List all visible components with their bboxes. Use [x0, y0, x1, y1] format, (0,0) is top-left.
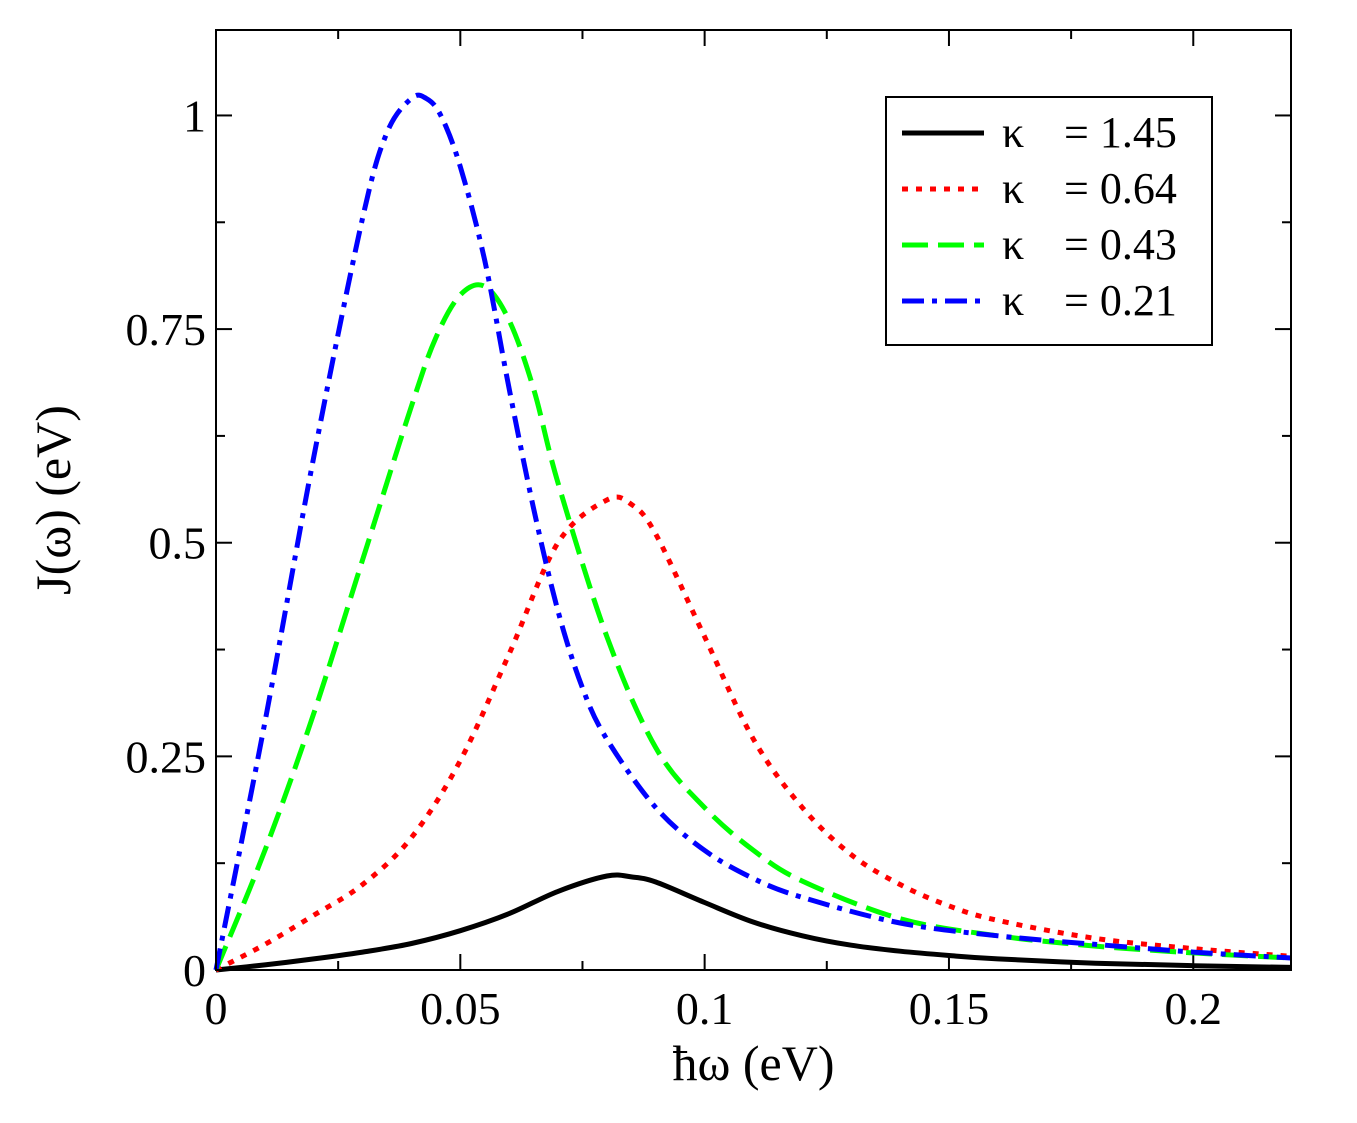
series-line-4	[213, 92, 1292, 971]
series-line-2	[214, 494, 1292, 973]
x-tick-label: 0.15	[909, 983, 990, 1034]
x-axis-title: ħω (eV)	[672, 1035, 834, 1091]
y-tick-label: 0	[183, 945, 206, 996]
x-tick-label: 0.05	[420, 983, 501, 1034]
x-tick-label: 0.1	[676, 983, 734, 1034]
plot-frame	[215, 29, 1292, 971]
legend-label-3: = 0.43	[1064, 220, 1177, 269]
series-line-3	[213, 282, 1292, 971]
legend-label-2: = 0.64	[1064, 164, 1177, 213]
legend-symbol-3: κ	[1002, 220, 1024, 269]
legend-label-1: = 1.45	[1064, 108, 1177, 157]
x-tick-label: 0.2	[1165, 983, 1223, 1034]
legend-label-4: = 0.21	[1064, 276, 1177, 325]
y-tick-label: 0.25	[126, 731, 207, 782]
x-tick-label: 0	[205, 983, 228, 1034]
legend: κ = 1.45 κ = 0.64 κ = 0.43 κ = 0.21	[885, 96, 1213, 346]
legend-symbol-1: κ	[1002, 108, 1024, 157]
y-tick-label: 0.75	[126, 304, 207, 355]
y-tick-label: 1	[183, 90, 206, 141]
legend-box	[885, 96, 1213, 346]
legend-symbol-2: κ	[1002, 164, 1024, 213]
series-line-1	[215, 872, 1292, 973]
series-layer	[213, 92, 1292, 973]
y-axis-title: J(ω) (eV)	[25, 405, 81, 595]
y-tick-label: 0.5	[149, 518, 207, 569]
tick-labels: 0 0.05 0.1 0.15 0.2 0 0.25 0.5 0.75 1	[126, 90, 1223, 1034]
legend-symbol-4: κ	[1002, 276, 1024, 325]
